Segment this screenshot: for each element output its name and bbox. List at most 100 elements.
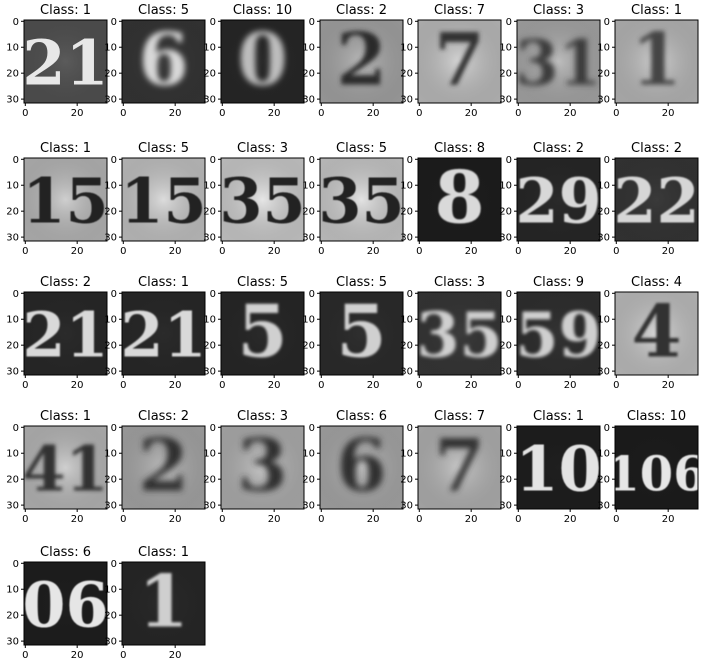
y-tick-label: 0 bbox=[604, 423, 610, 434]
y-tick-label: 20 bbox=[499, 341, 512, 352]
y-tick-label: 30 bbox=[597, 501, 610, 512]
y-tick-label: 20 bbox=[302, 207, 315, 218]
x-tick-label: 20 bbox=[268, 514, 281, 525]
digit-image: 35 bbox=[320, 158, 403, 241]
y-tick-label: 20 bbox=[6, 611, 19, 622]
axis-frame bbox=[220, 291, 305, 376]
y-tick-label: 30 bbox=[499, 233, 512, 244]
y-tick-label: 10 bbox=[6, 449, 19, 460]
digit-glyph: 31 bbox=[515, 27, 601, 100]
y-tick-label: 30 bbox=[302, 95, 315, 106]
digit-glyph: 0 bbox=[237, 17, 287, 102]
x-tick-label: 0 bbox=[120, 246, 126, 257]
y-tick-label: 0 bbox=[407, 155, 413, 166]
x-tick-label: 20 bbox=[564, 380, 577, 391]
x-tick-label: 0 bbox=[515, 108, 521, 119]
y-tick-label: 10 bbox=[203, 43, 216, 54]
x-tick-label: 20 bbox=[169, 514, 182, 525]
x-tick-label: 0 bbox=[22, 246, 28, 257]
subplot-title: Class: 3 bbox=[533, 3, 584, 18]
y-tick-label: 20 bbox=[400, 341, 413, 352]
axis-frame bbox=[220, 19, 305, 104]
image-shading bbox=[221, 20, 304, 103]
y-tick-label: 20 bbox=[302, 69, 315, 80]
subplot-title: Class: 6 bbox=[40, 545, 91, 560]
y-tick-label: 20 bbox=[6, 341, 19, 352]
y-tick-label: 0 bbox=[604, 289, 610, 300]
y-tick-label: 0 bbox=[407, 423, 413, 434]
digit-image: 8 bbox=[418, 155, 501, 241]
y-tick-label: 0 bbox=[13, 289, 19, 300]
image-shading bbox=[615, 158, 698, 241]
axis-frame bbox=[417, 157, 502, 242]
axis-frame bbox=[614, 425, 699, 510]
digit-image: 2 bbox=[122, 426, 205, 509]
subplot-title: Class: 3 bbox=[237, 409, 288, 424]
axis-frame bbox=[516, 291, 601, 376]
x-tick-label: 20 bbox=[169, 246, 182, 257]
y-tick-label: 30 bbox=[499, 95, 512, 106]
x-tick-label: 20 bbox=[268, 246, 281, 257]
x-tick-label: 0 bbox=[120, 514, 126, 525]
digit-glyph: 29 bbox=[515, 165, 601, 238]
x-tick-label: 0 bbox=[318, 514, 324, 525]
x-tick-label: 0 bbox=[318, 246, 324, 257]
digit-glyph: 21 bbox=[22, 299, 108, 372]
x-tick-label: 20 bbox=[662, 514, 675, 525]
image-shading bbox=[122, 292, 205, 375]
digit-glyph: 8 bbox=[434, 155, 484, 240]
y-tick-label: 20 bbox=[400, 207, 413, 218]
y-tick-label: 30 bbox=[499, 367, 512, 378]
y-tick-label: 30 bbox=[400, 501, 413, 512]
y-tick-label: 0 bbox=[506, 289, 512, 300]
y-tick-label: 10 bbox=[203, 181, 216, 192]
y-tick-label: 20 bbox=[597, 475, 610, 486]
image-shading bbox=[122, 426, 205, 509]
image-shading bbox=[320, 292, 403, 375]
image-shading bbox=[517, 292, 600, 375]
digit-image: 35 bbox=[418, 292, 501, 375]
y-tick-label: 10 bbox=[6, 43, 19, 54]
y-tick-label: 20 bbox=[6, 69, 19, 80]
y-tick-label: 30 bbox=[302, 501, 315, 512]
x-tick-label: 20 bbox=[662, 246, 675, 257]
subplot-title: Class: 1 bbox=[138, 545, 189, 560]
digit-image: 5 bbox=[221, 292, 304, 375]
digit-glyph: 3 bbox=[237, 423, 287, 508]
x-tick-label: 20 bbox=[71, 246, 84, 257]
y-tick-label: 20 bbox=[597, 69, 610, 80]
y-tick-label: 10 bbox=[302, 449, 315, 460]
subplot-title: Class: 1 bbox=[631, 3, 682, 18]
image-shading bbox=[320, 158, 403, 241]
y-tick-label: 10 bbox=[597, 315, 610, 326]
x-tick-label: 20 bbox=[367, 246, 380, 257]
image-shading bbox=[418, 20, 501, 103]
y-tick-label: 20 bbox=[302, 475, 315, 486]
y-tick-label: 20 bbox=[400, 69, 413, 80]
image-shading bbox=[320, 20, 403, 103]
x-tick-label: 20 bbox=[564, 246, 577, 257]
y-tick-label: 10 bbox=[203, 315, 216, 326]
y-tick-label: 20 bbox=[302, 341, 315, 352]
axis-frame bbox=[121, 425, 206, 510]
y-tick-label: 20 bbox=[6, 475, 19, 486]
subplot-title: Class: 1 bbox=[40, 409, 91, 424]
x-tick-label: 20 bbox=[169, 380, 182, 391]
y-tick-label: 30 bbox=[104, 637, 117, 648]
digit-glyph: 7 bbox=[434, 17, 484, 102]
digit-glyph: 15 bbox=[22, 165, 108, 238]
y-tick-label: 20 bbox=[203, 475, 216, 486]
y-tick-label: 30 bbox=[400, 367, 413, 378]
x-tick-label: 20 bbox=[465, 380, 478, 391]
axis-frame bbox=[23, 291, 108, 376]
y-tick-label: 30 bbox=[597, 367, 610, 378]
subplot-title: Class: 1 bbox=[533, 409, 584, 424]
x-tick-label: 20 bbox=[367, 108, 380, 119]
y-tick-label: 10 bbox=[104, 585, 117, 596]
y-tick-label: 30 bbox=[203, 233, 216, 244]
